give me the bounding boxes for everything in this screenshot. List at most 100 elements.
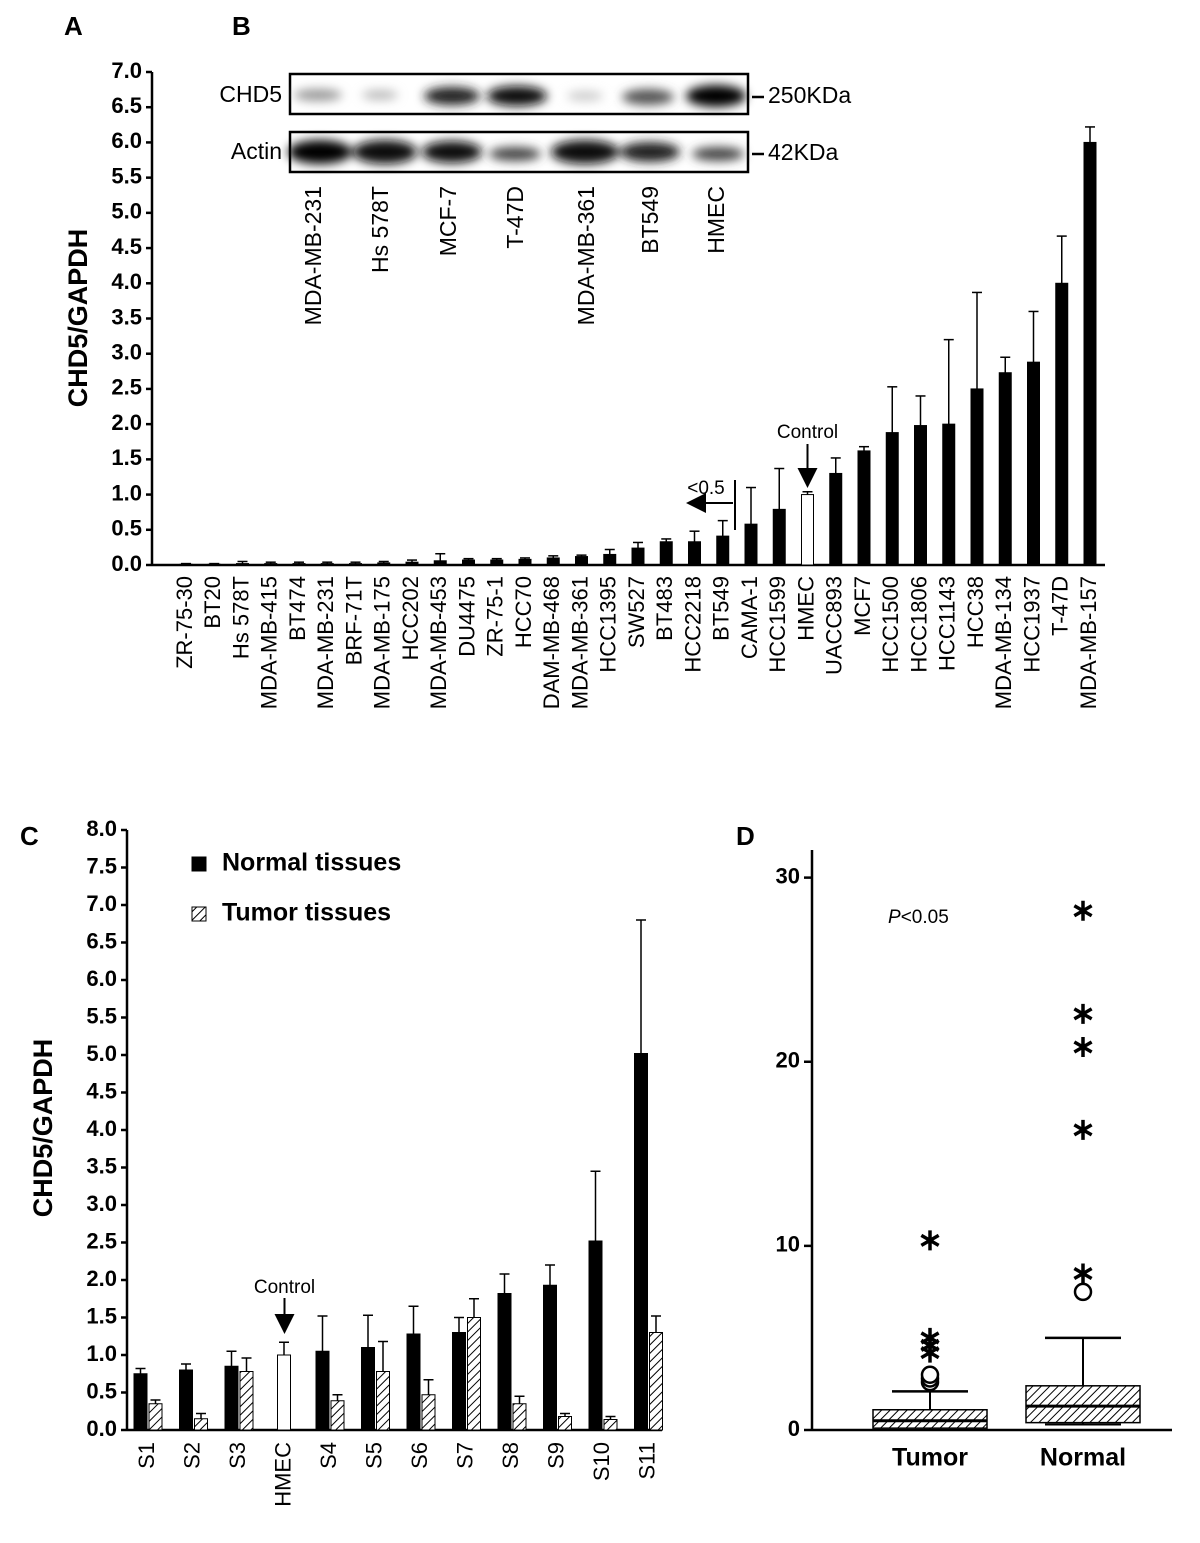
panel-label: C [20, 821, 39, 851]
bar [634, 1053, 648, 1431]
x-tick-label: HCC2218 [680, 576, 705, 673]
bar [772, 508, 786, 566]
bar [376, 1371, 390, 1431]
y-tick-label: 4.0 [86, 1116, 117, 1141]
bar [377, 562, 391, 566]
x-tick-label: Hs 578T [228, 576, 253, 659]
x-tick-label: HCC1599 [765, 576, 790, 673]
y-tick-label: 0 [788, 1416, 800, 1441]
y-tick-label: 2.0 [86, 1266, 117, 1291]
bar [942, 423, 956, 566]
bar [264, 563, 278, 566]
box [872, 1408, 988, 1429]
y-tick-label: 5.0 [86, 1041, 117, 1066]
bar [467, 1317, 481, 1431]
lane-label: MDA-MB-231 [300, 186, 326, 325]
y-tick-label: 2.0 [111, 410, 142, 435]
y-tick-label: 3.0 [111, 340, 142, 365]
blot-row-label: CHD5 [219, 81, 282, 107]
y-tick-label: 6.5 [86, 928, 117, 953]
bar [179, 563, 193, 566]
x-tick-label: MDA-MB-361 [567, 576, 592, 709]
y-tick-label: 6.0 [86, 966, 117, 991]
y-tick-label: 7.0 [86, 891, 117, 916]
lane-label: T-47D [502, 186, 528, 249]
bar [277, 1354, 291, 1431]
bar [405, 561, 419, 566]
x-tick-label: HCC1143 [935, 576, 960, 671]
y-tick-label: 1.5 [86, 1303, 117, 1328]
bar [421, 1394, 436, 1431]
x-tick-label: S7 [452, 1442, 477, 1469]
bar [518, 558, 532, 566]
legend-swatch [191, 906, 207, 922]
bar [801, 494, 814, 566]
x-tick-label: CAMA-1 [737, 576, 762, 659]
lane-label: MCF-7 [435, 186, 461, 256]
extreme [920, 1327, 940, 1348]
y-tick-label: 0.0 [111, 551, 142, 576]
bar [688, 541, 701, 566]
bar [239, 1371, 254, 1431]
y-tick-label: 3.5 [86, 1153, 117, 1178]
y-tick-label: 3.0 [86, 1191, 117, 1216]
y-tick-label: 6.5 [111, 93, 142, 118]
bar [558, 1416, 572, 1431]
x-tick-label: S8 [498, 1442, 523, 1469]
y-tick-label: 6.0 [111, 128, 142, 153]
x-tick-label: S6 [407, 1442, 432, 1469]
annotation: <0.5 [687, 478, 725, 499]
extreme [1073, 900, 1093, 921]
bands [288, 85, 746, 164]
x-tick-label: MDA-MB-175 [370, 576, 395, 709]
bar [716, 535, 730, 566]
x-tick-label: HMEC [270, 1442, 295, 1507]
lane-label: MDA-MB-361 [573, 186, 599, 325]
bar [1027, 361, 1040, 566]
x-tick-label: MDA-MB-453 [426, 576, 451, 709]
x-tick-label: MDA-MB-415 [257, 576, 282, 709]
x-tick-label: MDA-MB-231 [313, 576, 338, 709]
bar [885, 432, 899, 566]
lane-label: BT549 [637, 186, 663, 254]
x-tick-label: HCC1500 [878, 576, 903, 673]
bar [546, 557, 560, 566]
y-tick-label: 7.5 [86, 853, 117, 878]
bar [744, 523, 758, 566]
blot-size: 42KDa [768, 139, 839, 165]
bar [649, 1332, 663, 1431]
bar [1083, 141, 1097, 566]
x-tick-label: BT474 [285, 576, 310, 641]
x-tick-label: Normal [1040, 1444, 1126, 1472]
x-tick-label: SW527 [624, 576, 649, 648]
blot-row-label: Actin [231, 138, 282, 164]
x-tick-label: S11 [634, 1442, 659, 1480]
annotation-italic: P [888, 907, 901, 928]
bar [497, 1293, 512, 1431]
lane-label: HMEC [703, 186, 729, 254]
outlier [1073, 1282, 1093, 1302]
bar [315, 1350, 330, 1431]
annotation: Control [254, 1277, 315, 1298]
extreme [1073, 1003, 1093, 1024]
bar [462, 559, 475, 566]
bar [452, 1332, 466, 1431]
panel-label: A [64, 11, 83, 41]
legend-swatch [191, 856, 207, 872]
bar [320, 563, 334, 566]
y-axis-label: CHD5/GAPDH [28, 1039, 58, 1218]
bar [179, 1369, 193, 1431]
extreme [1073, 1037, 1093, 1058]
bar [588, 1240, 603, 1431]
bar [512, 1403, 527, 1431]
x-tick-label: BT549 [709, 576, 734, 641]
y-tick-label: 30 [776, 863, 800, 888]
y-tick-label: 5.0 [111, 199, 142, 224]
y-tick-label: 1.0 [86, 1341, 117, 1366]
legend-label: Normal tissues [222, 849, 401, 877]
x-tick-label: HCC70 [511, 576, 536, 648]
bar [631, 547, 645, 566]
bar [829, 472, 843, 566]
y-tick-label: 5.5 [86, 1003, 117, 1028]
